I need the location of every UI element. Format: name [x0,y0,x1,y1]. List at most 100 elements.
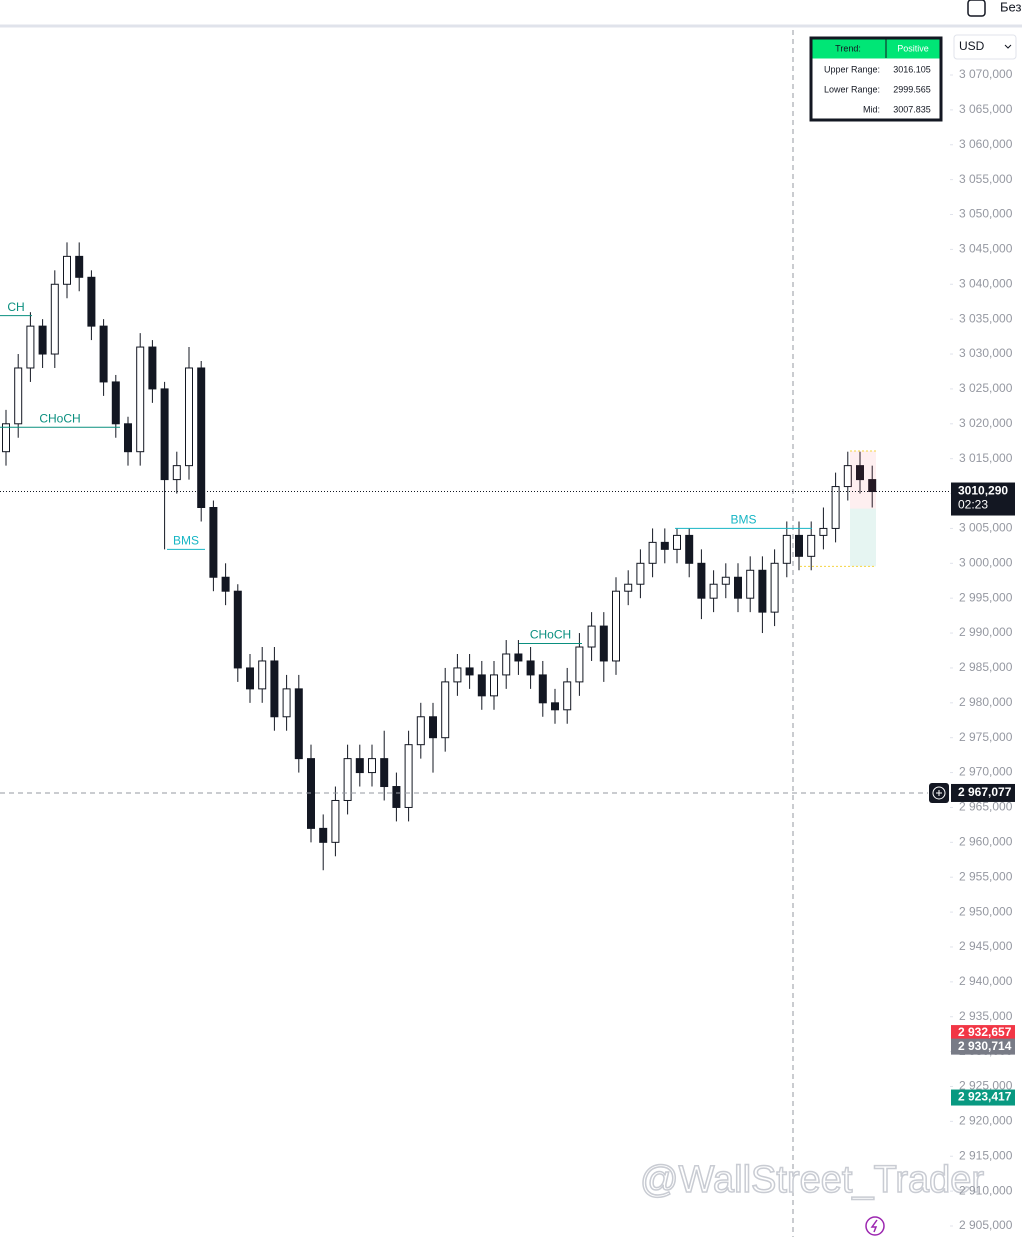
watermark: @WallStreet_Trader [640,1159,984,1201]
candle-body [856,465,864,481]
candle-body [648,541,657,564]
candle-body [233,590,242,669]
y-tick-label: 2 935,000 [959,1009,1013,1023]
info-row-value: 2999.565 [893,84,931,94]
y-tick-label: 2 905,000 [959,1218,1013,1232]
candle-body [14,367,23,425]
candle-body [197,367,206,508]
candle-body [221,576,230,592]
y-tick-label: 2 980,000 [959,695,1013,709]
price-tag-label: 2 930,714 [958,1039,1012,1053]
candle-body [111,381,120,425]
info-row-value: 3016.105 [893,64,931,74]
candle-body [416,716,425,746]
y-tick-label: 3 070,000 [959,67,1013,81]
info-row-label: Lower Range: [824,84,880,94]
candle-body [209,506,218,578]
candle-body [587,625,596,648]
y-tick-label: 3 035,000 [959,311,1013,325]
y-tick-label: 2 985,000 [959,660,1013,674]
candle-body [673,534,681,550]
currency-select[interactable] [953,34,1017,60]
plot-area: CH CHoCH BMS CHoCH BMS [0,242,877,871]
crosshair-label: 2 967,077 [958,785,1012,799]
price-tag [951,1089,1015,1106]
y-tick-label: 2 955,000 [959,869,1013,883]
candle-body [87,276,96,327]
candle-body [721,576,730,585]
candle-body [441,681,450,739]
y-tick-label: 2 910,000 [959,1183,1013,1197]
candle-body [685,534,694,564]
checkbox[interactable] [967,0,986,17]
candle-body [538,674,547,704]
candle-body [636,562,645,585]
crosshair-tag [951,783,1015,802]
price-tag-label: 2 932,657 [958,1025,1012,1039]
candle-body [429,716,437,739]
candle-body [343,758,352,801]
candle-body [136,346,145,453]
y-tick-label: 2 975,000 [959,730,1013,744]
candle-body [160,388,169,481]
candle-body [331,799,340,843]
y-tick-label: 3 015,000 [959,451,1013,465]
y-tick-label: 2 945,000 [959,939,1013,953]
candle-body [868,479,877,493]
y-tick-label: 2 925,000 [959,1079,1013,1093]
candle-body [502,653,511,676]
candle-body [477,674,486,697]
candle-body [124,423,132,453]
structure-label: CH [7,300,24,314]
structure-label: CHoCH [530,628,571,642]
candle-body [270,660,279,718]
add-alert-icon [932,786,946,800]
lightning-icon[interactable] [865,1216,885,1236]
candle-body [490,674,498,697]
y-tick-label: 2 995,000 [959,590,1013,604]
y-tick-label: 3 065,000 [959,102,1013,116]
candle-body [148,346,157,390]
candle-body [50,283,59,355]
candle-body [63,255,71,285]
info-table: Trend: Positive [809,36,943,122]
y-tick-label: 3 005,000 [959,521,1013,535]
candle-body [368,758,376,774]
y-tick-label: 2 960,000 [959,835,1013,849]
y-tick-label: 3 000,000 [959,555,1013,569]
price-tag [951,1038,1015,1055]
candle-body [551,702,559,711]
candle-body [185,367,193,467]
current-price-tag [951,482,1015,516]
candle-body [465,667,474,676]
top-bar [0,0,1022,24]
candle-body [758,569,767,613]
candle-body [514,653,523,662]
candle-body [697,562,706,599]
current-price-label: 3010,290 [958,484,1008,498]
candle-body [660,541,669,550]
candle-body [258,660,267,690]
candle-body [782,534,791,564]
lightning-bolt [870,1219,878,1233]
y-tick-label: 3 025,000 [959,381,1013,395]
candle-body [294,688,303,760]
y-tick-label: 2 915,000 [959,1148,1013,1162]
y-tick-label: 2 920,000 [959,1114,1013,1128]
candle-body [355,758,364,774]
candle-body [709,583,718,599]
candle-body [770,562,779,613]
trend-label: Trend: [835,43,861,53]
structure-label: CHoCH [39,411,80,425]
candle-body [319,827,328,843]
y-tick-label: 2 940,000 [959,974,1013,988]
countdown: 02:23 [958,498,988,512]
y-tick-label: 3 045,000 [959,242,1013,256]
candle-body [26,325,35,369]
candle-body [575,646,584,683]
info-row-value: 3007.835 [893,104,931,114]
candle-body [404,744,413,808]
candle-body [99,325,108,383]
y-tick-label: 3 060,000 [959,137,1013,151]
